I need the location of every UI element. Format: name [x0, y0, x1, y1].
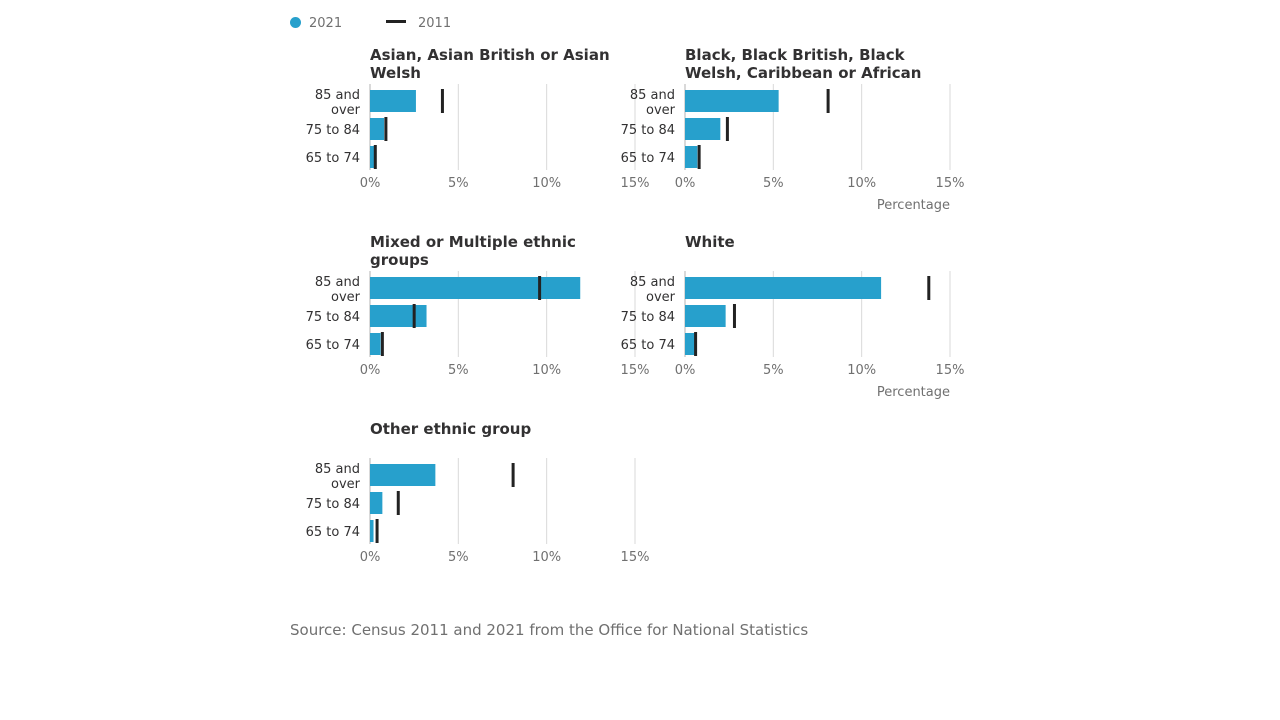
category-label-line: 85 and	[315, 462, 360, 477]
x-axis-title: Percentage	[877, 198, 950, 213]
category-label: 85 and over	[315, 275, 361, 305]
bar-2021[interactable]	[370, 464, 436, 486]
source-note: Source: Census 2011 and 2021 from the Of…	[290, 621, 809, 639]
bar-chart-black: 0% 5% 10% 15% 85 and over 75 to 84 65 to 74 Perc…	[621, 84, 965, 213]
tick-label: 15%	[621, 550, 650, 565]
category-label-line: 75 to 84	[306, 123, 360, 138]
category-label: 75 to 84	[621, 310, 675, 325]
category-label: 75 to 84	[306, 310, 360, 325]
line-marker-icon	[386, 20, 406, 23]
legend-item-2021[interactable]: 2021	[290, 14, 342, 34]
category-label-line: 85 and	[315, 88, 360, 103]
bar-chart-other: 0% 5% 10% 15% 85 and over 75 to 84 65 to 74	[306, 458, 650, 565]
tick-label: 0%	[675, 363, 696, 378]
category-label-line: 65 to 74	[306, 151, 360, 166]
bar-2021[interactable]	[685, 118, 721, 140]
category-label-line: over	[646, 290, 676, 305]
tick-label: 15%	[936, 363, 965, 378]
bar-2021[interactable]	[685, 333, 696, 355]
circle-icon	[290, 17, 301, 28]
category-label-line: 75 to 84	[621, 123, 675, 138]
category-label: 65 to 74	[621, 151, 675, 166]
category-label: 85 and over	[315, 88, 361, 118]
category-label: 85 and over	[630, 88, 676, 118]
panel-title: Mixed or Multiple ethnic groups	[370, 233, 576, 269]
panel-title: Other ethnic group	[370, 420, 532, 438]
category-label-line: 85 and	[315, 275, 360, 290]
bar-2021[interactable]	[685, 90, 779, 112]
tick-label: 5%	[763, 363, 784, 378]
category-label: 65 to 74	[621, 338, 675, 353]
category-label: 85 and over	[630, 275, 676, 305]
tick-label: 10%	[847, 176, 876, 191]
bar-2021[interactable]	[370, 118, 385, 140]
category-label: 75 to 84	[306, 123, 360, 138]
bar-chart-asian: 0% 5% 10% 15% 85 and over 75 to 84 65 to 74	[306, 84, 650, 191]
tick-label: 0%	[360, 550, 381, 565]
tick-label: 15%	[936, 176, 965, 191]
category-label-line: over	[331, 477, 361, 492]
tick-label: 10%	[532, 550, 561, 565]
tick-label: 0%	[360, 363, 381, 378]
bar-2021[interactable]	[370, 492, 383, 514]
panel-title: Asian, Asian British or Asian Welsh	[370, 46, 610, 82]
category-label: 65 to 74	[306, 151, 360, 166]
category-label-line: 75 to 84	[306, 310, 360, 325]
category-label-line: 65 to 74	[621, 338, 675, 353]
category-label-line: 75 to 84	[621, 310, 675, 325]
tick-label: 15%	[621, 363, 650, 378]
panel-title: Black, Black British, Black Welsh, Carib…	[685, 46, 922, 82]
category-label-line: 65 to 74	[306, 525, 360, 540]
tick-label: 5%	[763, 176, 784, 191]
tick-label: 0%	[675, 176, 696, 191]
category-label-line: 65 to 74	[306, 338, 360, 353]
category-label-line: 85 and	[630, 275, 675, 290]
tick-label: 0%	[360, 176, 381, 191]
tick-label: 5%	[448, 550, 469, 565]
tick-label: 5%	[448, 363, 469, 378]
category-label-line: 65 to 74	[621, 151, 675, 166]
category-label: 65 to 74	[306, 338, 360, 353]
panel-title: White	[685, 233, 735, 251]
bar-2021[interactable]	[370, 305, 427, 327]
bar-2021[interactable]	[370, 146, 376, 168]
bar-2021[interactable]	[685, 146, 698, 168]
tick-label: 15%	[621, 176, 650, 191]
x-axis-title: Percentage	[877, 385, 950, 400]
tick-label: 10%	[532, 363, 561, 378]
category-label: 65 to 74	[306, 525, 360, 540]
bar-2021[interactable]	[685, 305, 726, 327]
tick-label: 5%	[448, 176, 469, 191]
category-label-line: over	[646, 103, 676, 118]
legend-label-2021: 2021	[309, 16, 343, 31]
category-label-line: 75 to 84	[306, 497, 360, 512]
tick-label: 10%	[847, 363, 876, 378]
category-label: 75 to 84	[621, 123, 675, 138]
category-label: 75 to 84	[306, 497, 360, 512]
category-label-line: over	[331, 290, 361, 305]
bar-chart-mixed: 0% 5% 10% 15% 85 and over 75 to 84 65 to 74	[306, 271, 650, 378]
category-label-line: over	[331, 103, 361, 118]
category-label-line: 85 and	[630, 88, 675, 103]
tick-label: 10%	[532, 176, 561, 191]
bar-2021[interactable]	[370, 520, 374, 542]
bar-2021[interactable]	[370, 90, 416, 112]
bar-chart-white: 0% 5% 10% 15% 85 and over 75 to 84 65 to 74 Perc…	[621, 271, 965, 400]
bar-2021[interactable]	[370, 277, 581, 299]
legend-item-2011[interactable]: 2011	[386, 14, 451, 34]
category-label: 85 and over	[315, 462, 361, 492]
legend-label-2011: 2011	[418, 16, 452, 31]
bar-2021[interactable]	[370, 333, 381, 355]
bar-2021[interactable]	[685, 277, 882, 299]
